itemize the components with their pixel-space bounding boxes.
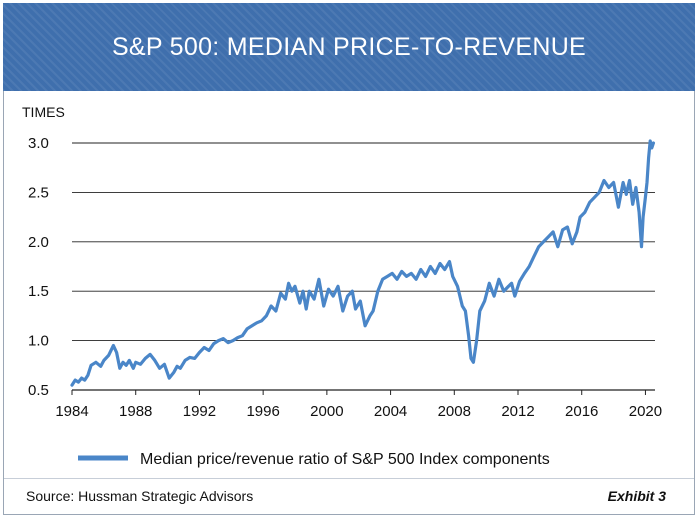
y-tick-label: 1.0 (28, 333, 49, 350)
y-tick-label: 1.5 (28, 283, 49, 300)
y-tick-label: 2.5 (28, 184, 49, 201)
y-axis-ticks: 0.5 1.0 1.5 2.0 2.5 3.0 (28, 135, 49, 399)
x-tick-label: 1996 (246, 403, 279, 420)
x-tick-label: 2016 (565, 403, 598, 420)
exhibit-label: Exhibit 3 (607, 488, 666, 504)
series-line-0 (70, 139, 656, 387)
chart-title: S&P 500: MEDIAN PRICE-TO-REVENUE (111, 33, 587, 61)
y-axis-unit-label: TIMES (22, 104, 65, 120)
gridlines (72, 142, 655, 391)
y-tick-label: 3.0 (28, 135, 49, 152)
y-tick-label: 2.0 (28, 234, 49, 251)
x-tick-label: 2012 (501, 403, 534, 420)
x-axis-ticks: 1984 1988 1992 1996 2000 2004 2008 2012 2016 2020 (55, 390, 662, 420)
series-group (70, 139, 656, 387)
source-note: Source: Hussman Strategic Advisors (26, 488, 254, 504)
x-tick-label: 2004 (374, 403, 407, 420)
x-tick-label: 1992 (183, 403, 216, 420)
title-banner: S&P 500: MEDIAN PRICE-TO-REVENUE (3, 3, 695, 91)
x-tick-label: 2020 (629, 403, 662, 420)
x-tick-label: 2000 (310, 403, 343, 420)
legend: Median price/revenue ratio of S&P 500 In… (78, 451, 550, 468)
footer-divider (4, 478, 694, 479)
x-tick-label: 2008 (438, 403, 471, 420)
y-tick-label: 0.5 (28, 382, 49, 399)
x-tick-label: 1988 (119, 403, 152, 420)
x-tick-label: 1984 (55, 403, 88, 420)
legend-label: Median price/revenue ratio of S&P 500 In… (140, 451, 550, 468)
